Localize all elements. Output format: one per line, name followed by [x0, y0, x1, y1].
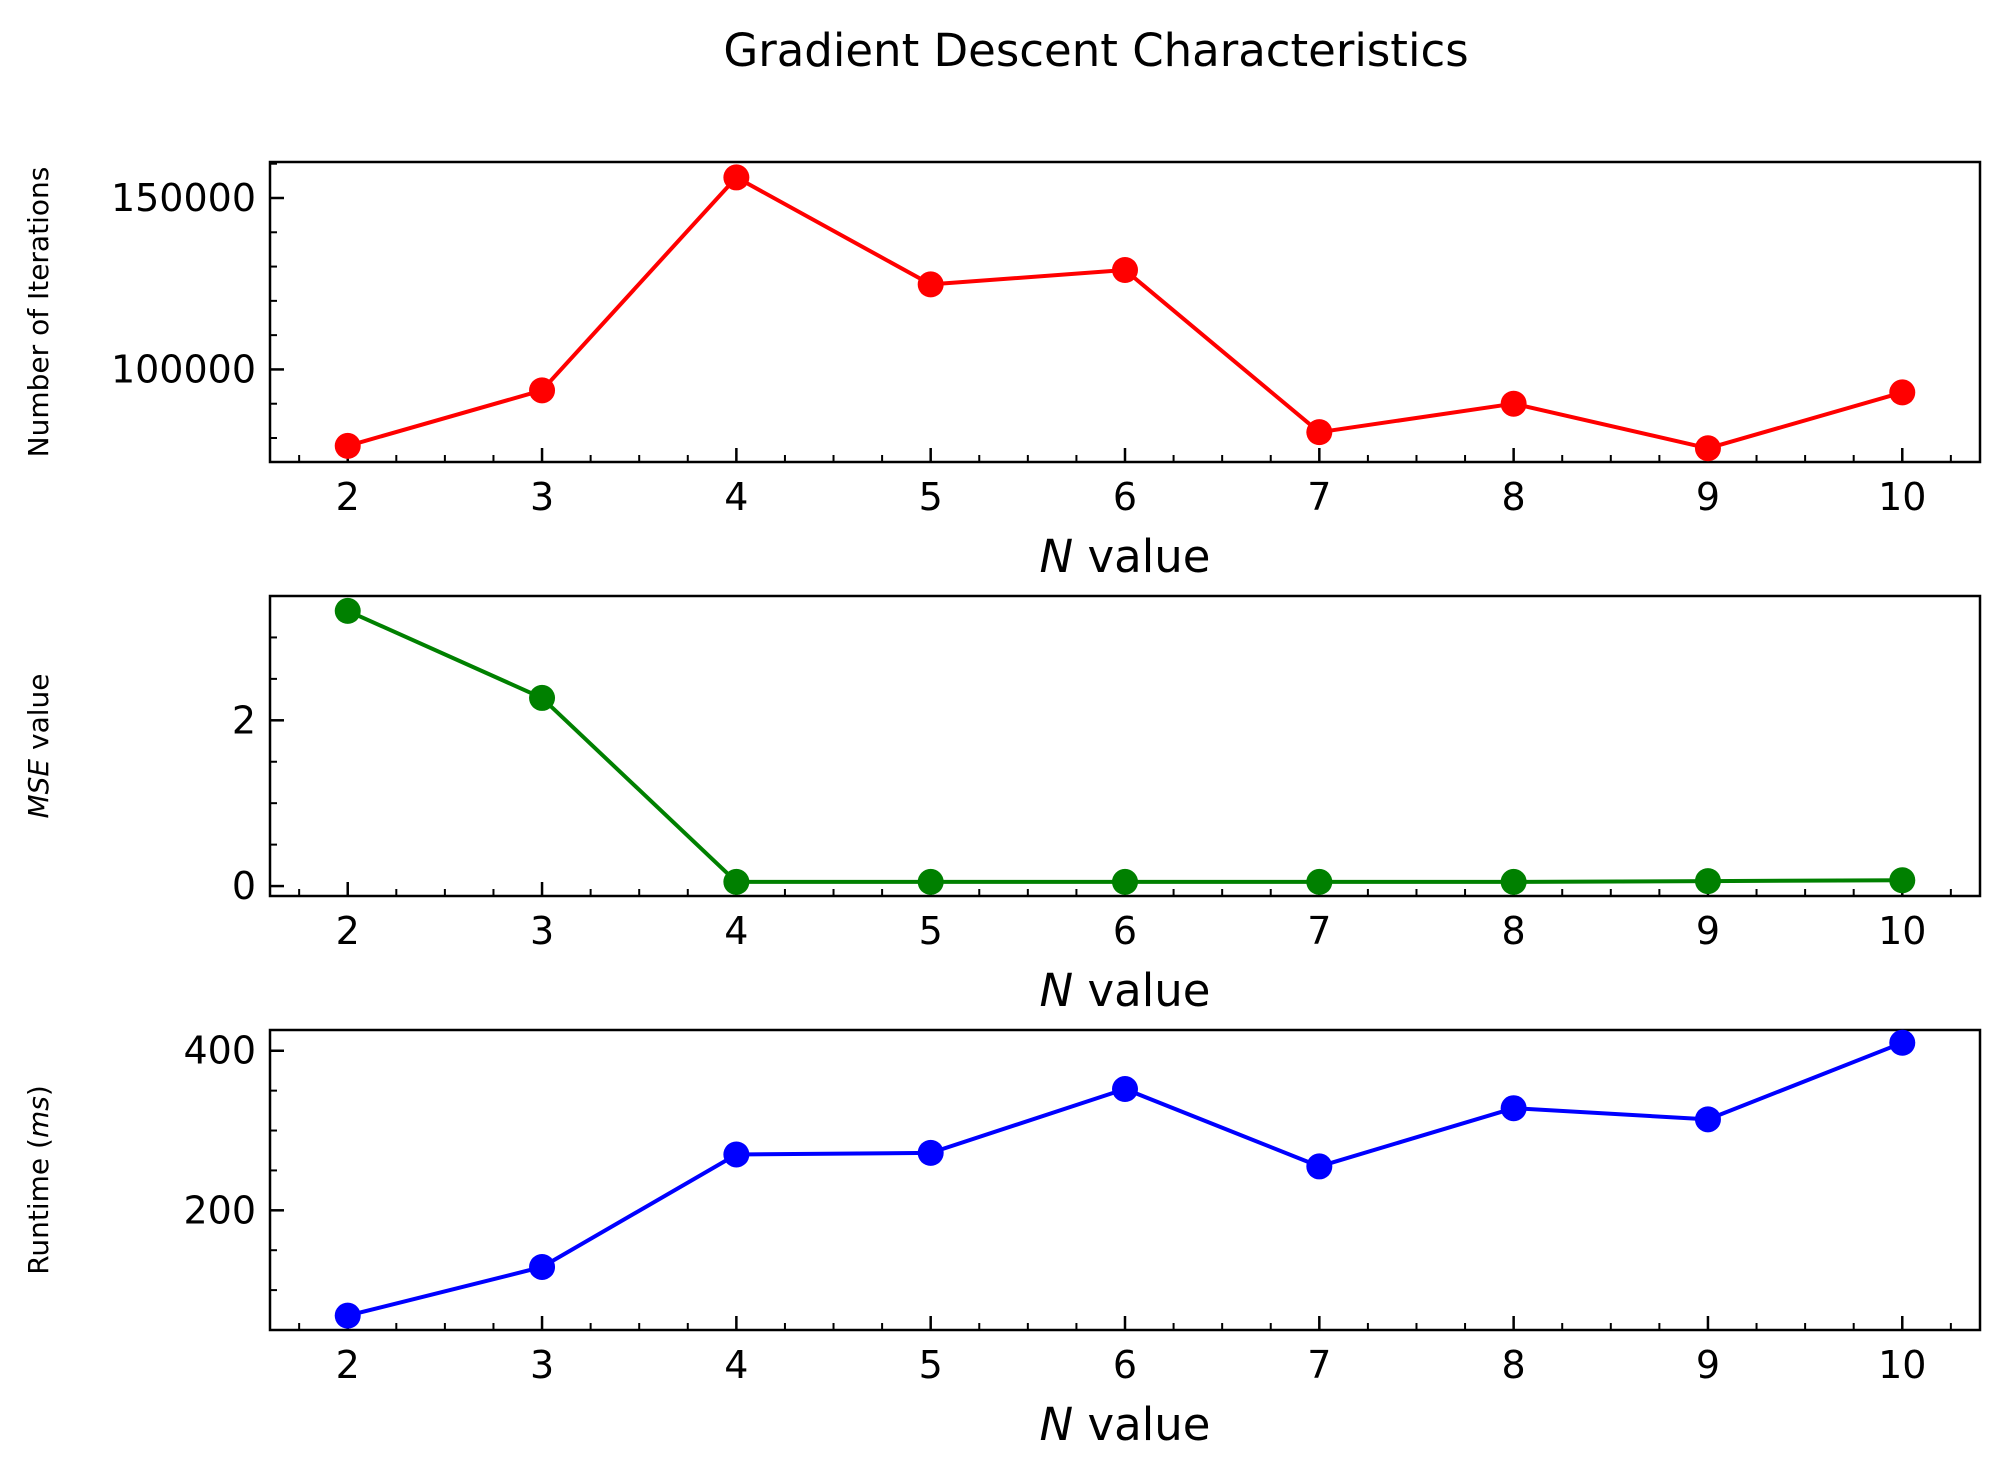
x-axis-label: N value [1040, 964, 1211, 1017]
y-tick-label: 400 [183, 1029, 256, 1073]
y-axis-label-part: value [22, 673, 55, 758]
x-axis-label-part: value [1073, 530, 1210, 583]
x-axis-label-italic: N [1040, 964, 1074, 1017]
y-axis-label-part: Number of Iterations [22, 167, 55, 458]
x-tick-label: 9 [1696, 1343, 1720, 1387]
data-point [1889, 867, 1916, 894]
data-point [1694, 868, 1721, 895]
x-tick-label: 5 [919, 475, 943, 519]
data-point [1889, 1029, 1916, 1056]
x-tick-label: 7 [1307, 1343, 1331, 1387]
y-axis-label: Runtime (ms) [22, 1085, 55, 1275]
data-point [1306, 1153, 1333, 1180]
x-tick-label: 8 [1502, 909, 1526, 953]
x-tick-label: 3 [530, 909, 554, 953]
y-axis-label-part: Runtime ( [22, 1138, 55, 1275]
y-tick-label: 2 [232, 698, 256, 742]
data-point [723, 1141, 750, 1168]
x-axis-label-italic: N [1040, 530, 1074, 583]
subplot-1: 2 3 4 5 6 7 8 9 10 100000 150000 Number of Iteratio… [22, 160, 1982, 583]
x-tick-label: 4 [724, 909, 748, 953]
data-point [1889, 379, 1916, 406]
data-point [1500, 868, 1527, 895]
x-tick-label: 2 [336, 475, 360, 519]
x-axis-label-italic: N [1040, 1398, 1074, 1451]
y-axis-label: Number of Iterations [22, 167, 55, 458]
data-point [334, 1302, 361, 1329]
y-tick-label: 200 [183, 1188, 256, 1232]
x-tick-label: 10 [1878, 909, 1926, 953]
x-tick-label: 9 [1696, 909, 1720, 953]
subplots: 2 3 4 5 6 7 8 9 10 100000 150000 Number of Iteratio… [22, 160, 1982, 1451]
x-tick-label: 6 [1113, 475, 1137, 519]
x-tick-label: 4 [724, 1343, 748, 1387]
x-axis-label-part: value [1073, 964, 1210, 1017]
x-tick-label: 5 [919, 909, 943, 953]
x-axis-label: N value [1040, 530, 1211, 583]
x-tick-label: 6 [1113, 909, 1137, 953]
x-tick-label: 2 [336, 1343, 360, 1387]
data-point [1306, 419, 1333, 446]
x-tick-label: 10 [1878, 475, 1926, 519]
data-point [529, 684, 556, 711]
y-tick-label: 100000 [111, 347, 256, 391]
data-point [1112, 257, 1138, 283]
x-axis-label-part: value [1073, 1398, 1210, 1451]
data-point [917, 271, 944, 298]
x-tick-label: 3 [530, 475, 554, 519]
x-tick-label: 7 [1307, 475, 1331, 519]
y-axis-label-part: ) [22, 1085, 55, 1096]
x-tick-label: 4 [724, 475, 748, 519]
data-point [1500, 390, 1527, 417]
data-point [529, 377, 556, 404]
subplot-3: 2 3 4 5 6 7 8 9 10 200 400 Runtime (ms) N value [22, 1029, 1982, 1451]
x-tick-label: 9 [1696, 475, 1720, 519]
x-tick-label: 8 [1502, 475, 1526, 519]
x-tick-label: 5 [919, 1343, 943, 1387]
x-tick-label: 10 [1878, 1343, 1926, 1387]
data-point [917, 1139, 944, 1166]
x-tick-label: 3 [530, 1343, 554, 1387]
data-point [1694, 435, 1721, 462]
data-point [334, 597, 361, 624]
data-point [723, 164, 750, 191]
chart-title: Gradient Descent Characteristics [723, 24, 1468, 77]
data-point [1112, 868, 1138, 895]
y-axis-label: MSE value [22, 673, 55, 818]
x-tick-label: 8 [1502, 1343, 1526, 1387]
data-point [1500, 1095, 1527, 1122]
data-point [1694, 1106, 1721, 1133]
data-point [334, 432, 361, 459]
x-tick-label: 2 [336, 909, 360, 953]
y-tick-label: 0 [232, 864, 256, 908]
data-point [1112, 1076, 1138, 1103]
data-point [917, 868, 944, 895]
data-point [723, 868, 750, 895]
x-axis-label: N value [1040, 1398, 1211, 1451]
data-point [529, 1253, 556, 1280]
x-tick-label: 7 [1307, 909, 1331, 953]
y-axis-label-italic: MSE [22, 759, 55, 819]
x-tick-label: 6 [1113, 1343, 1137, 1387]
y-tick-label: 150000 [111, 176, 256, 220]
data-point [1306, 868, 1333, 895]
y-axis-label-italic: ms [22, 1096, 55, 1138]
